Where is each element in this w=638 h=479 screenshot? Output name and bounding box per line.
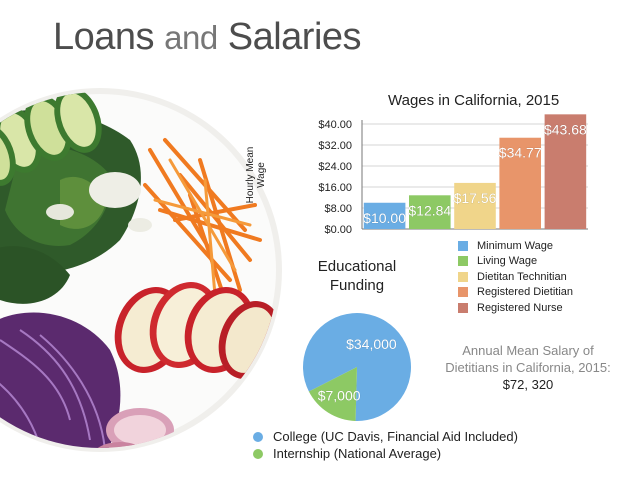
pie-value-label: $34,000 [346, 336, 397, 352]
bar-value-label: $10.00 [363, 210, 406, 226]
legend-item: Registered Dietitian [458, 285, 573, 301]
legend-swatch [458, 271, 468, 282]
bar [544, 114, 587, 229]
legend-label: Minimum Wage [477, 239, 553, 252]
legend-item: Minimum Wage [458, 238, 573, 254]
y-tick-label: $24.00 [318, 161, 352, 173]
bar-value-label: $34.77 [499, 145, 542, 161]
bar [409, 195, 451, 229]
bar-chart-title: Wages in California, 2015 [388, 92, 560, 109]
legend-label: Living Wage [477, 255, 538, 268]
pie-legend-dot [253, 431, 263, 442]
ylabel-line1: Hourly Mean [245, 146, 256, 204]
pie-chart: $34,000 $7,000 [303, 313, 411, 421]
legend-label: Registered Dietitian [477, 286, 573, 299]
title-salaries: Salaries [227, 16, 362, 58]
bar-chart-legend: Minimum Wage Living Wage Dietitan Techniti… [458, 238, 573, 316]
annual-salary-note: Annual Mean Salary of Dietitians in Cali… [428, 342, 628, 393]
legend-label: Registered Nurse [477, 301, 563, 314]
legend-label: Dietitan Technitian [477, 270, 567, 283]
pie-legend-dot [253, 448, 263, 459]
bar-chart: $0.00 $8.00 $16.00 $24.00 $32.00 $40.00 $10.00… [318, 114, 588, 235]
pie-chart-title: Educational Funding [312, 257, 402, 295]
legend-swatch [458, 287, 468, 298]
bar [454, 182, 496, 229]
bar-value-label: $12.84 [408, 202, 451, 218]
legend-swatch [458, 302, 468, 313]
title-loans: Loans [53, 16, 155, 58]
annual-label-line2: Dietitians in California, 2015: [445, 360, 611, 375]
y-tick-label: $0.00 [324, 224, 352, 235]
legend-item: Living Wage [458, 254, 573, 270]
pie-value-label: $7,000 [318, 387, 361, 403]
pie-title-line1: Educational [317, 258, 397, 275]
legend-item: Registered Nurse [458, 300, 573, 316]
legend-swatch [458, 256, 468, 267]
bar-value-label: $43.68 [544, 121, 587, 137]
pie-legend-item: College (UC Davis, Financial Aid Include… [253, 428, 518, 445]
legend-item: Dietitan Technitian [458, 269, 573, 285]
annual-salary-label: Annual Mean Salary of Dietitians in Cali… [428, 342, 628, 376]
legend-swatch [458, 240, 468, 251]
bar-value-label: $17.56 [454, 190, 497, 206]
bar [363, 202, 406, 229]
page-title: Loans and Salaries [53, 16, 362, 59]
pie-chart-legend: College (UC Davis, Financial Aid Include… [253, 428, 518, 462]
pie-slice [308, 367, 357, 421]
salad-photo [0, 88, 282, 452]
y-tick-label: $40.00 [318, 119, 352, 131]
y-tick-label: $8.00 [324, 203, 352, 215]
pie-legend-label: Internship (National Average) [273, 446, 442, 461]
pie-legend-label: College (UC Davis, Financial Aid Include… [273, 429, 518, 444]
annual-label-line1: Annual Mean Salary of [462, 343, 594, 358]
annual-salary-value: $72, 320 [502, 377, 554, 392]
y-tick-label: $16.00 [318, 182, 352, 194]
y-tick-label: $32.00 [318, 140, 352, 152]
pie-legend-item: Internship (National Average) [253, 445, 518, 462]
bar [499, 137, 541, 229]
ylabel-line2: Wage [256, 162, 267, 188]
pie-title-line2: Funding [329, 277, 385, 294]
bar-chart-ylabel: Hourly Mean Wage [245, 130, 267, 220]
title-and: and [164, 19, 218, 56]
